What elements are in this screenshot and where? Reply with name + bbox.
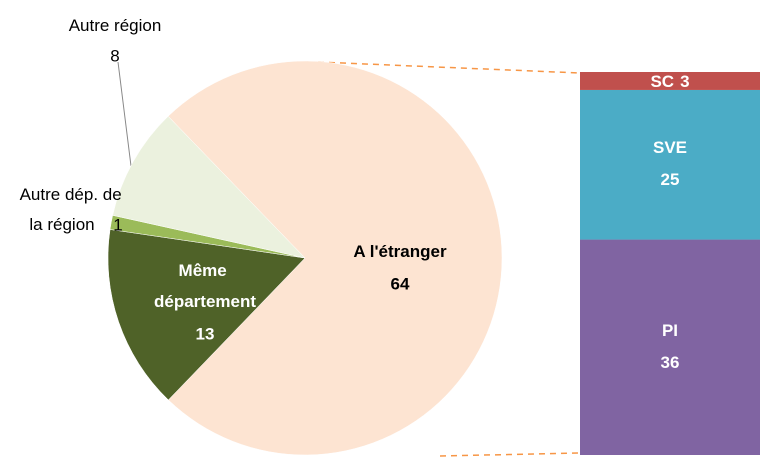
leader-line [117, 61, 132, 167]
bar-value: 25 [661, 170, 680, 189]
slice-value: 1 [113, 215, 122, 234]
slice-label: Autre dép. de la région [20, 185, 127, 234]
slice-label: A l'étranger [353, 242, 447, 261]
slice-value: 64 [391, 274, 410, 293]
pie-slice [107, 229, 306, 401]
bar-segment [580, 72, 760, 90]
bar-category: SC [650, 72, 674, 91]
bar-category: SVE [653, 138, 687, 157]
bar-segment [580, 239, 760, 455]
slice-value: 13 [196, 324, 215, 343]
bar-value: 3 [680, 72, 689, 91]
bar-value: 36 [661, 353, 680, 372]
slice-value: 8 [110, 46, 119, 65]
bar-label: SC 3 [650, 72, 689, 91]
slice-label: Même département [154, 261, 256, 311]
bar-segment [580, 89, 760, 240]
bar-category: PI [662, 321, 678, 340]
pie-slice [112, 115, 306, 259]
slice-label: Autre région [69, 16, 162, 35]
pie-slice [167, 60, 503, 456]
connector-line [439, 452, 581, 457]
